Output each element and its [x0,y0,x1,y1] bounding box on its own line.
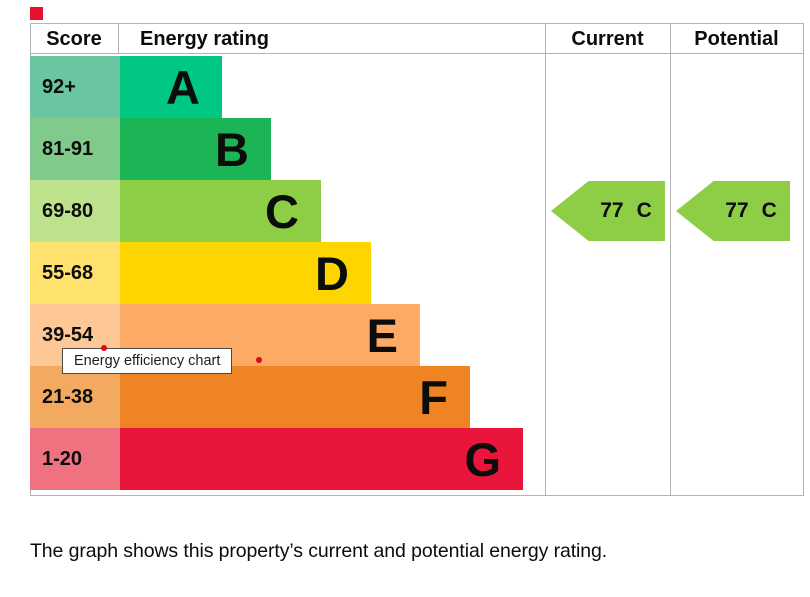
potential-rating-value: 77 [725,199,749,222]
score-cell: 1-20 [30,428,120,490]
band-letter: B [215,122,249,176]
table-border-top [30,23,803,24]
score-range-label: 69-80 [42,199,94,222]
energy-rating-column-header: Energy rating [140,28,269,50]
score-cell: 69-80 [30,180,120,242]
score-range-label: 1-20 [42,447,83,470]
score-cell: 81-91 [30,118,120,180]
band-letter: C [265,184,299,238]
score-range-label: 21-38 [42,385,94,408]
band-row-d: 55-68 D [30,242,371,304]
band-bar: F [120,366,470,428]
current-rating-arrow: 77 C [551,181,665,241]
band-letter: G [464,432,501,486]
band-bar: G [120,428,523,490]
band-row-b: 81-91 B [30,118,271,180]
band-letter: E [366,308,398,362]
red-dot-marker [256,357,262,363]
score-cell: 55-68 [30,242,120,304]
band-bar: A [120,56,222,118]
table-header-underline [30,53,803,54]
potential-rating-arrow: 77 C [676,181,790,241]
band-bar: D [120,242,371,304]
score-range-label: 81-91 [42,137,94,160]
potential-rating-band: C [761,199,777,222]
divider-rating-current [545,23,546,496]
current-column-header: Current [571,28,644,50]
red-square-marker [30,7,43,20]
table-border-right [803,23,804,496]
band-row-a: 92+ A [30,56,222,118]
red-dot-marker [101,345,107,351]
band-letter: A [166,60,200,114]
potential-column-header: Potential [694,28,779,50]
band-letter: F [419,370,448,424]
chart-tooltip: Energy efficiency chart [62,348,233,374]
score-column-header: Score [46,28,102,50]
band-letter: D [315,246,349,300]
current-rating-band: C [636,199,652,222]
band-row-g: 1-20 G [30,428,523,490]
band-row-f: 21-38 F [30,366,470,428]
band-bar: C [120,180,321,242]
score-range-label: 92+ [42,75,76,98]
band-bar: B [120,118,271,180]
score-cell: 21-38 [30,366,120,428]
band-row-c: 69-80 C [30,180,321,242]
score-range-label: 39-54 [42,323,94,346]
divider-current-potential [670,23,671,496]
table-border-bottom [30,495,803,496]
current-rating-value: 77 [600,199,624,222]
chart-caption: The graph shows this property’s current … [30,540,608,562]
divider-score-rating [118,23,119,53]
score-range-label: 55-68 [42,261,94,284]
score-cell: 92+ [30,56,120,118]
